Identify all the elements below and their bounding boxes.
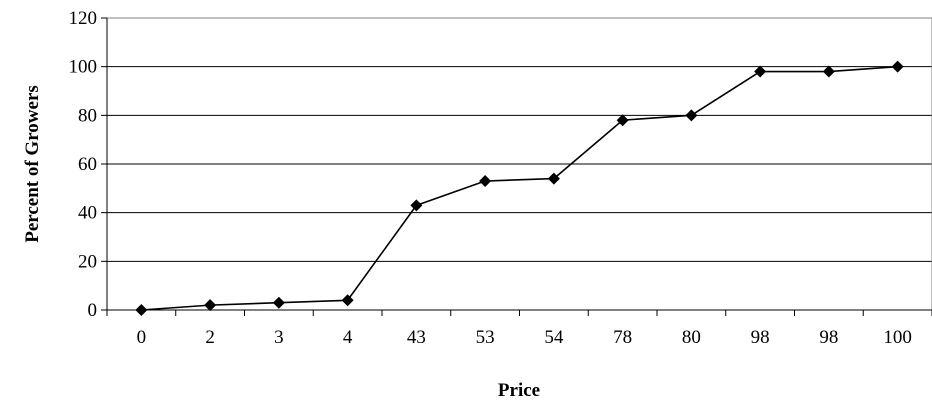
data-point bbox=[754, 65, 767, 78]
x-tick-label: 43 bbox=[407, 327, 426, 348]
data-point bbox=[822, 65, 835, 78]
data-point bbox=[135, 304, 148, 316]
series-line-path bbox=[141, 65, 898, 311]
y-tick-label: 60 bbox=[78, 154, 97, 175]
x-tick-label: 98 bbox=[751, 327, 770, 348]
x-axis-title: Price bbox=[498, 380, 540, 401]
x-tick-label: 54 bbox=[544, 327, 564, 348]
data-point bbox=[204, 299, 217, 312]
x-tick-label: 78 bbox=[613, 327, 632, 348]
data-point bbox=[685, 109, 698, 122]
x-axis: 0 2 3 4 43 53 54 78 80 98 98 100 bbox=[106, 309, 932, 348]
x-tick-label: 80 bbox=[682, 327, 701, 348]
x-tick-label: 2 bbox=[205, 327, 215, 348]
data-point bbox=[616, 114, 629, 127]
y-axis-title: Percent of Growers bbox=[22, 85, 43, 243]
data-point bbox=[547, 172, 560, 185]
y-tick-label: 20 bbox=[78, 251, 97, 272]
data-point bbox=[479, 175, 492, 188]
x-tick-label: 98 bbox=[819, 327, 838, 348]
x-tick-label: 100 bbox=[883, 327, 912, 348]
y-tick-label: 100 bbox=[69, 57, 98, 78]
data-point bbox=[341, 294, 354, 307]
y-tick-label: 80 bbox=[78, 105, 97, 126]
data-point bbox=[272, 296, 285, 309]
y-tick-label: 40 bbox=[78, 203, 97, 224]
x-tick-label: 53 bbox=[476, 327, 495, 348]
gridlines bbox=[107, 66, 932, 262]
data-point bbox=[410, 199, 423, 212]
x-tick-label: 3 bbox=[274, 327, 284, 348]
y-tick-label: 0 bbox=[88, 300, 98, 321]
series-line bbox=[135, 60, 904, 316]
x-tick-label: 4 bbox=[343, 327, 353, 348]
data-point bbox=[891, 60, 904, 73]
y-tick-label: 120 bbox=[69, 8, 98, 29]
y-axis: 0 20 40 60 80 100 120 bbox=[69, 8, 108, 321]
x-tick-label: 0 bbox=[137, 327, 147, 348]
